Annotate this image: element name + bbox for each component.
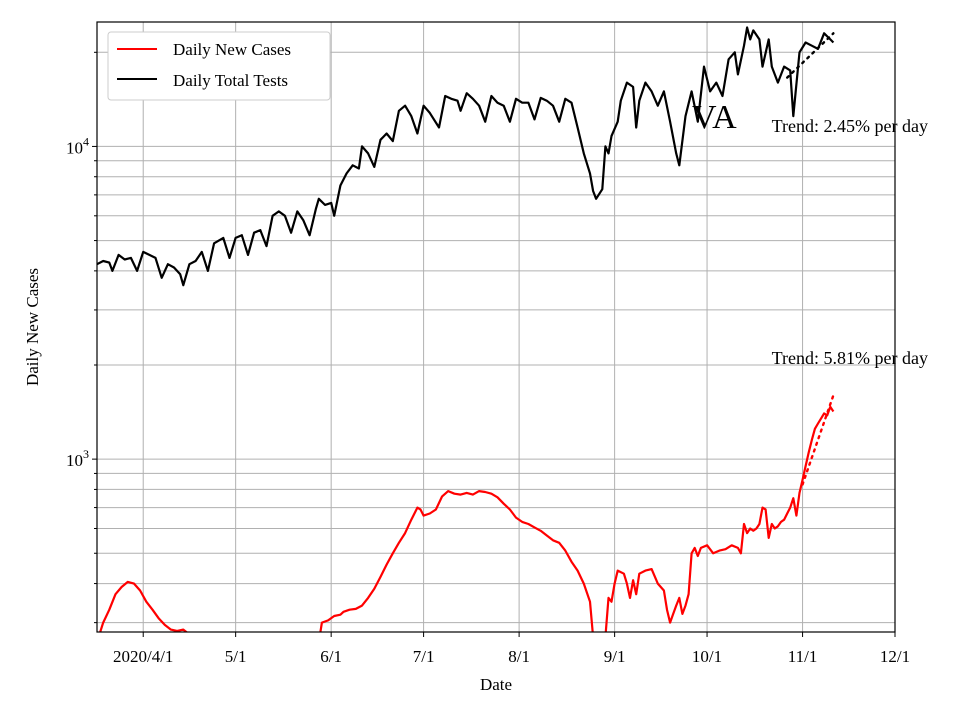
x-tick-label-9-1: 9/1: [604, 647, 626, 666]
plot-frame: [96, 21, 896, 633]
x-tick-label-11-1: 11/1: [788, 647, 818, 666]
y-tick-label-1000: 103: [66, 447, 89, 470]
state-label: VA: [692, 99, 737, 136]
grid-lines: [97, 22, 896, 632]
legend-label-daily-new-cases: Daily New Cases: [173, 40, 291, 59]
x-axis-label: Date: [480, 675, 512, 694]
axis-ticks: 2020/4/1 5/1 6/1 7/1 8/1 9/1 10/1 11/1 12/1 103 10…: [66, 51, 910, 666]
x-tick-label-8-1: 8/1: [508, 647, 530, 666]
trend-label-daily-new-cases: Trend: 5.81% per day: [772, 348, 928, 368]
y-tick-label-10000: 104: [66, 134, 89, 157]
trend-label-daily-total-tests: Trend: 2.45% per day: [772, 116, 928, 136]
x-tick-label-5-1: 5/1: [225, 647, 247, 666]
series-line-daily-total-tests: [97, 26, 835, 287]
series-line-daily-new-cases: [99, 405, 835, 632]
x-tick-label-10-1: 10/1: [692, 647, 722, 666]
legend-box: [107, 31, 331, 101]
x-tick-label-12-1: 12/1: [880, 647, 910, 666]
x-tick-label-6-1: 6/1: [320, 647, 342, 666]
annotations: Trend: 5.81% per day Trend: 2.45% per day…: [692, 99, 928, 368]
plot-series: [97, 26, 835, 632]
x-tick-label-7-1: 7/1: [413, 647, 435, 666]
y-axis-label: Daily New Cases: [23, 268, 42, 386]
legend-label-daily-total-tests: Daily Total Tests: [173, 71, 288, 90]
trend-line-daily-total-tests: [785, 32, 835, 79]
legend: Daily New Cases Daily Total Tests: [107, 31, 331, 101]
x-tick-label-2020-4-1: 2020/4/1: [113, 647, 173, 666]
trend-line-daily-new-cases: [801, 394, 835, 486]
